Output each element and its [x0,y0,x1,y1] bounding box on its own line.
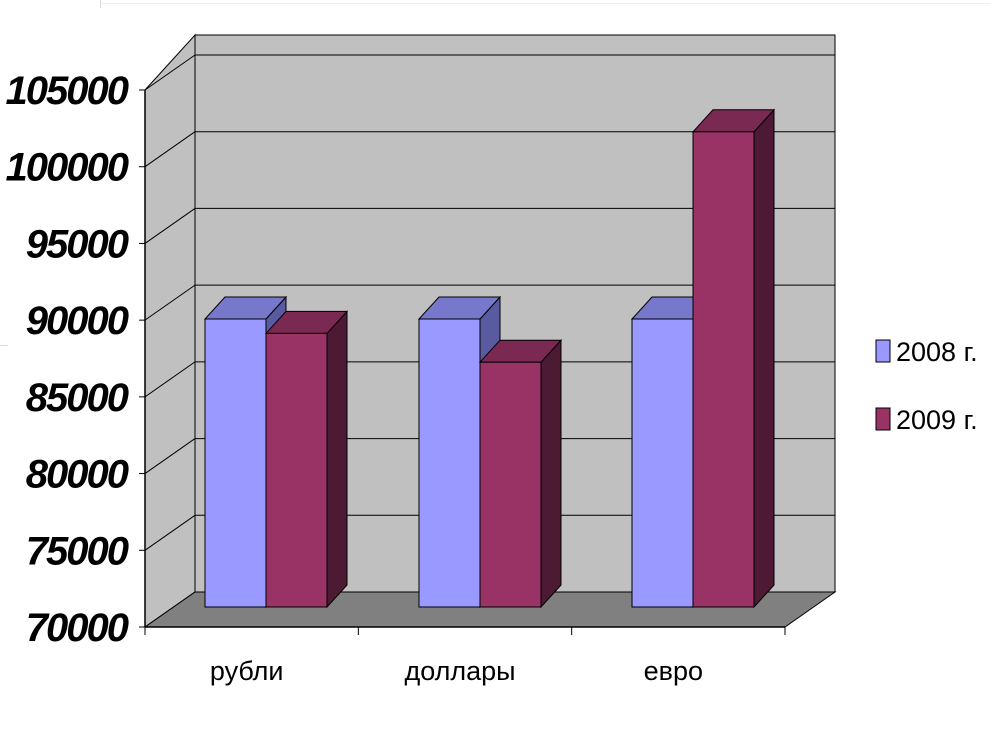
bar-side [326,310,348,609]
left-margin-mark [0,345,8,346]
bar-front [631,318,694,608]
y-tick-label-2: 80000 [26,453,129,497]
bar-side [540,338,562,609]
legend-swatch-1 [875,407,891,431]
y-tick-label-5: 95000 [26,222,129,266]
gridline-side-3 [144,361,196,398]
bar-2009-0 [264,310,349,609]
bar-front [265,332,328,608]
gridline-side-2 [144,438,196,474]
bar-side [753,108,775,609]
gridline-side-7 [144,54,196,91]
gridline-side-4 [144,284,196,321]
y-tick-label-4: 90000 [26,299,129,343]
x-category-label-2: евро [644,656,703,686]
x-axis-tick-labels: рубли доллары евро [210,656,703,686]
bar-2009-2 [691,108,776,609]
y-tick-label-6: 100000 [6,146,129,190]
bar-front [418,318,481,608]
bar-2009-1 [478,338,563,609]
legend-label-0: 2008 г. [896,337,978,367]
gridline-side-1 [144,514,196,551]
legend-swatch-0 [875,339,891,363]
y-axis-tick-labels: 70000 75000 80000 85000 90000 95000 100000 1050… [6,69,131,650]
gridline-side-5 [144,208,196,244]
x-category-label-0: рубли [210,656,284,686]
legend: 2008 г. 2009 г. [875,337,978,435]
y-tick-label-3: 85000 [26,376,129,420]
gridline-side-6 [144,131,196,168]
bar-front [479,361,542,608]
top-left-border-mark [100,0,101,8]
side-wall [144,33,196,628]
x-category-label-1: доллары [404,656,515,686]
top-border-line [100,3,990,4]
legend-label-1: 2009 г. [896,405,978,435]
bars [203,108,776,609]
bar-front [692,131,755,608]
y-tick-label-7: 105000 [6,69,129,113]
bar-front [204,318,267,608]
y-tick-label-0: 70000 [26,606,129,650]
axes [139,89,786,635]
y-tick-label-1: 75000 [26,529,129,573]
